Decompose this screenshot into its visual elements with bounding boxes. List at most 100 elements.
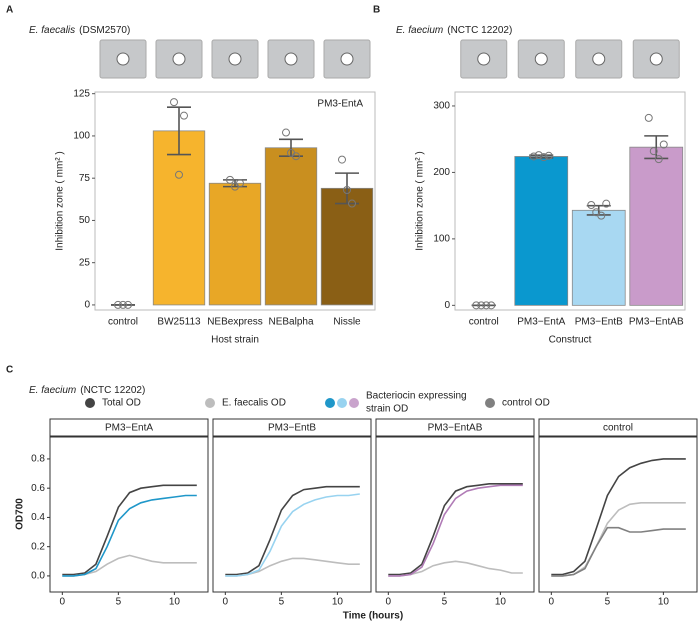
y-tick-label: 100 [433,234,450,245]
x-tick-label: 0 [549,597,555,608]
bar [208,182,262,306]
growth-line [225,485,360,576]
bar [152,130,206,306]
replicate-point [649,147,658,156]
growth-line [551,458,686,576]
bar [320,187,374,306]
title-strain: (NCTC 12202) [447,25,512,36]
replicate-point [114,300,122,309]
bar [629,146,684,306]
title-species: E. faecium [396,25,443,36]
replicate-point [124,300,132,309]
replicate-point [477,301,486,310]
bar [514,156,569,306]
x-tick-label: NEBexpress [207,317,263,328]
x-tick-label: 0 [386,597,392,608]
replicate-point [292,152,300,161]
replicate-point [338,155,346,164]
replicate-point [539,153,548,162]
facet-title: PM3−EntB [268,423,316,434]
x-tick-label: control [108,317,138,328]
y-tick-label: 0 [84,300,90,311]
growth-line [62,494,197,577]
panel-title: E. faecalis (DSM2570) [29,25,130,36]
title-strain: (DSM2570) [79,25,130,36]
plate-disc [284,52,298,66]
y-tick-label: 25 [79,257,91,268]
bar [571,209,626,306]
title-strain: (NCTC 12202) [80,385,145,396]
replicate-point [180,111,188,120]
legend-label: Bacteriocin expressing [366,391,467,402]
replicate-point [472,301,481,310]
facet-strip [212,418,372,437]
facet-title: PM3−EntA [105,423,153,434]
y-tick-label: 0.2 [31,541,45,552]
x-axis-label: Construct [549,335,592,346]
replicate-point [654,155,663,164]
growth-line [62,484,197,576]
x-tick-label: PM3−EntB [575,317,623,328]
growth-line [388,484,523,577]
y-tick-label: 0.0 [31,571,45,582]
x-axis-label: Host strain [211,335,259,346]
plate-disc [534,52,548,66]
x-tick-label: 5 [605,597,611,608]
y-tick-label: 50 [79,215,91,226]
growth-line [551,526,686,577]
y-tick-label: 0 [444,300,450,311]
replicate-point [534,151,543,160]
facet-frame [375,436,535,593]
y-axis-label: Inhibition zone ( mm² ) [415,151,426,250]
facet-strip [538,418,698,437]
plate-disc [228,52,242,66]
bar [264,147,318,306]
replicate-point [602,199,611,208]
x-axis-label: Time (hours) [343,611,403,622]
plot-frame [94,91,376,311]
legend-label: strain OD [366,404,408,415]
plate-disc [172,52,186,66]
facet-frame [538,436,698,593]
legend-swatch [205,398,215,408]
legend-swatch [85,398,95,408]
legend-swatch [485,398,495,408]
y-tick-label: 0.6 [31,483,45,494]
x-tick-label: 10 [169,597,181,608]
x-tick-label: Nissle [333,317,361,328]
replicate-point [597,211,606,220]
facet-strip [49,418,209,437]
plate-disc [340,52,354,66]
x-tick-label: control [469,317,499,328]
x-tick-label: 0 [223,597,229,608]
plate-disc [592,52,606,66]
annotation: PM3-EntA [317,99,363,110]
panel-letter: B [373,5,380,16]
facet-frame [212,436,372,593]
replicate-point [544,151,553,160]
legend-label: control OD [502,398,550,409]
panel-title: E. faecium (NCTC 12202) [29,385,145,396]
y-tick-label: 0.8 [31,454,45,465]
panel-letter: C [6,365,13,376]
x-tick-label: 10 [495,597,507,608]
y-tick-label: 125 [73,88,90,99]
plate-disc [477,52,491,66]
replicate-point [348,199,356,208]
replicate-point [170,98,178,107]
x-tick-label: 10 [332,597,344,608]
plot-frame [454,91,686,311]
replicate-point [659,140,668,149]
y-axis-label: OD700 [15,498,26,530]
replicate-point [282,128,290,137]
replicate-point [487,301,496,310]
legend-label: E. faecalis OD [222,398,286,409]
replicate-point [175,170,183,179]
replicate-point [644,113,653,122]
y-tick-label: 200 [433,167,450,178]
title-species: E. faecalis [29,25,75,36]
replicate-point [343,186,351,195]
legend-swatch [337,398,347,408]
replicate-point [119,300,127,309]
